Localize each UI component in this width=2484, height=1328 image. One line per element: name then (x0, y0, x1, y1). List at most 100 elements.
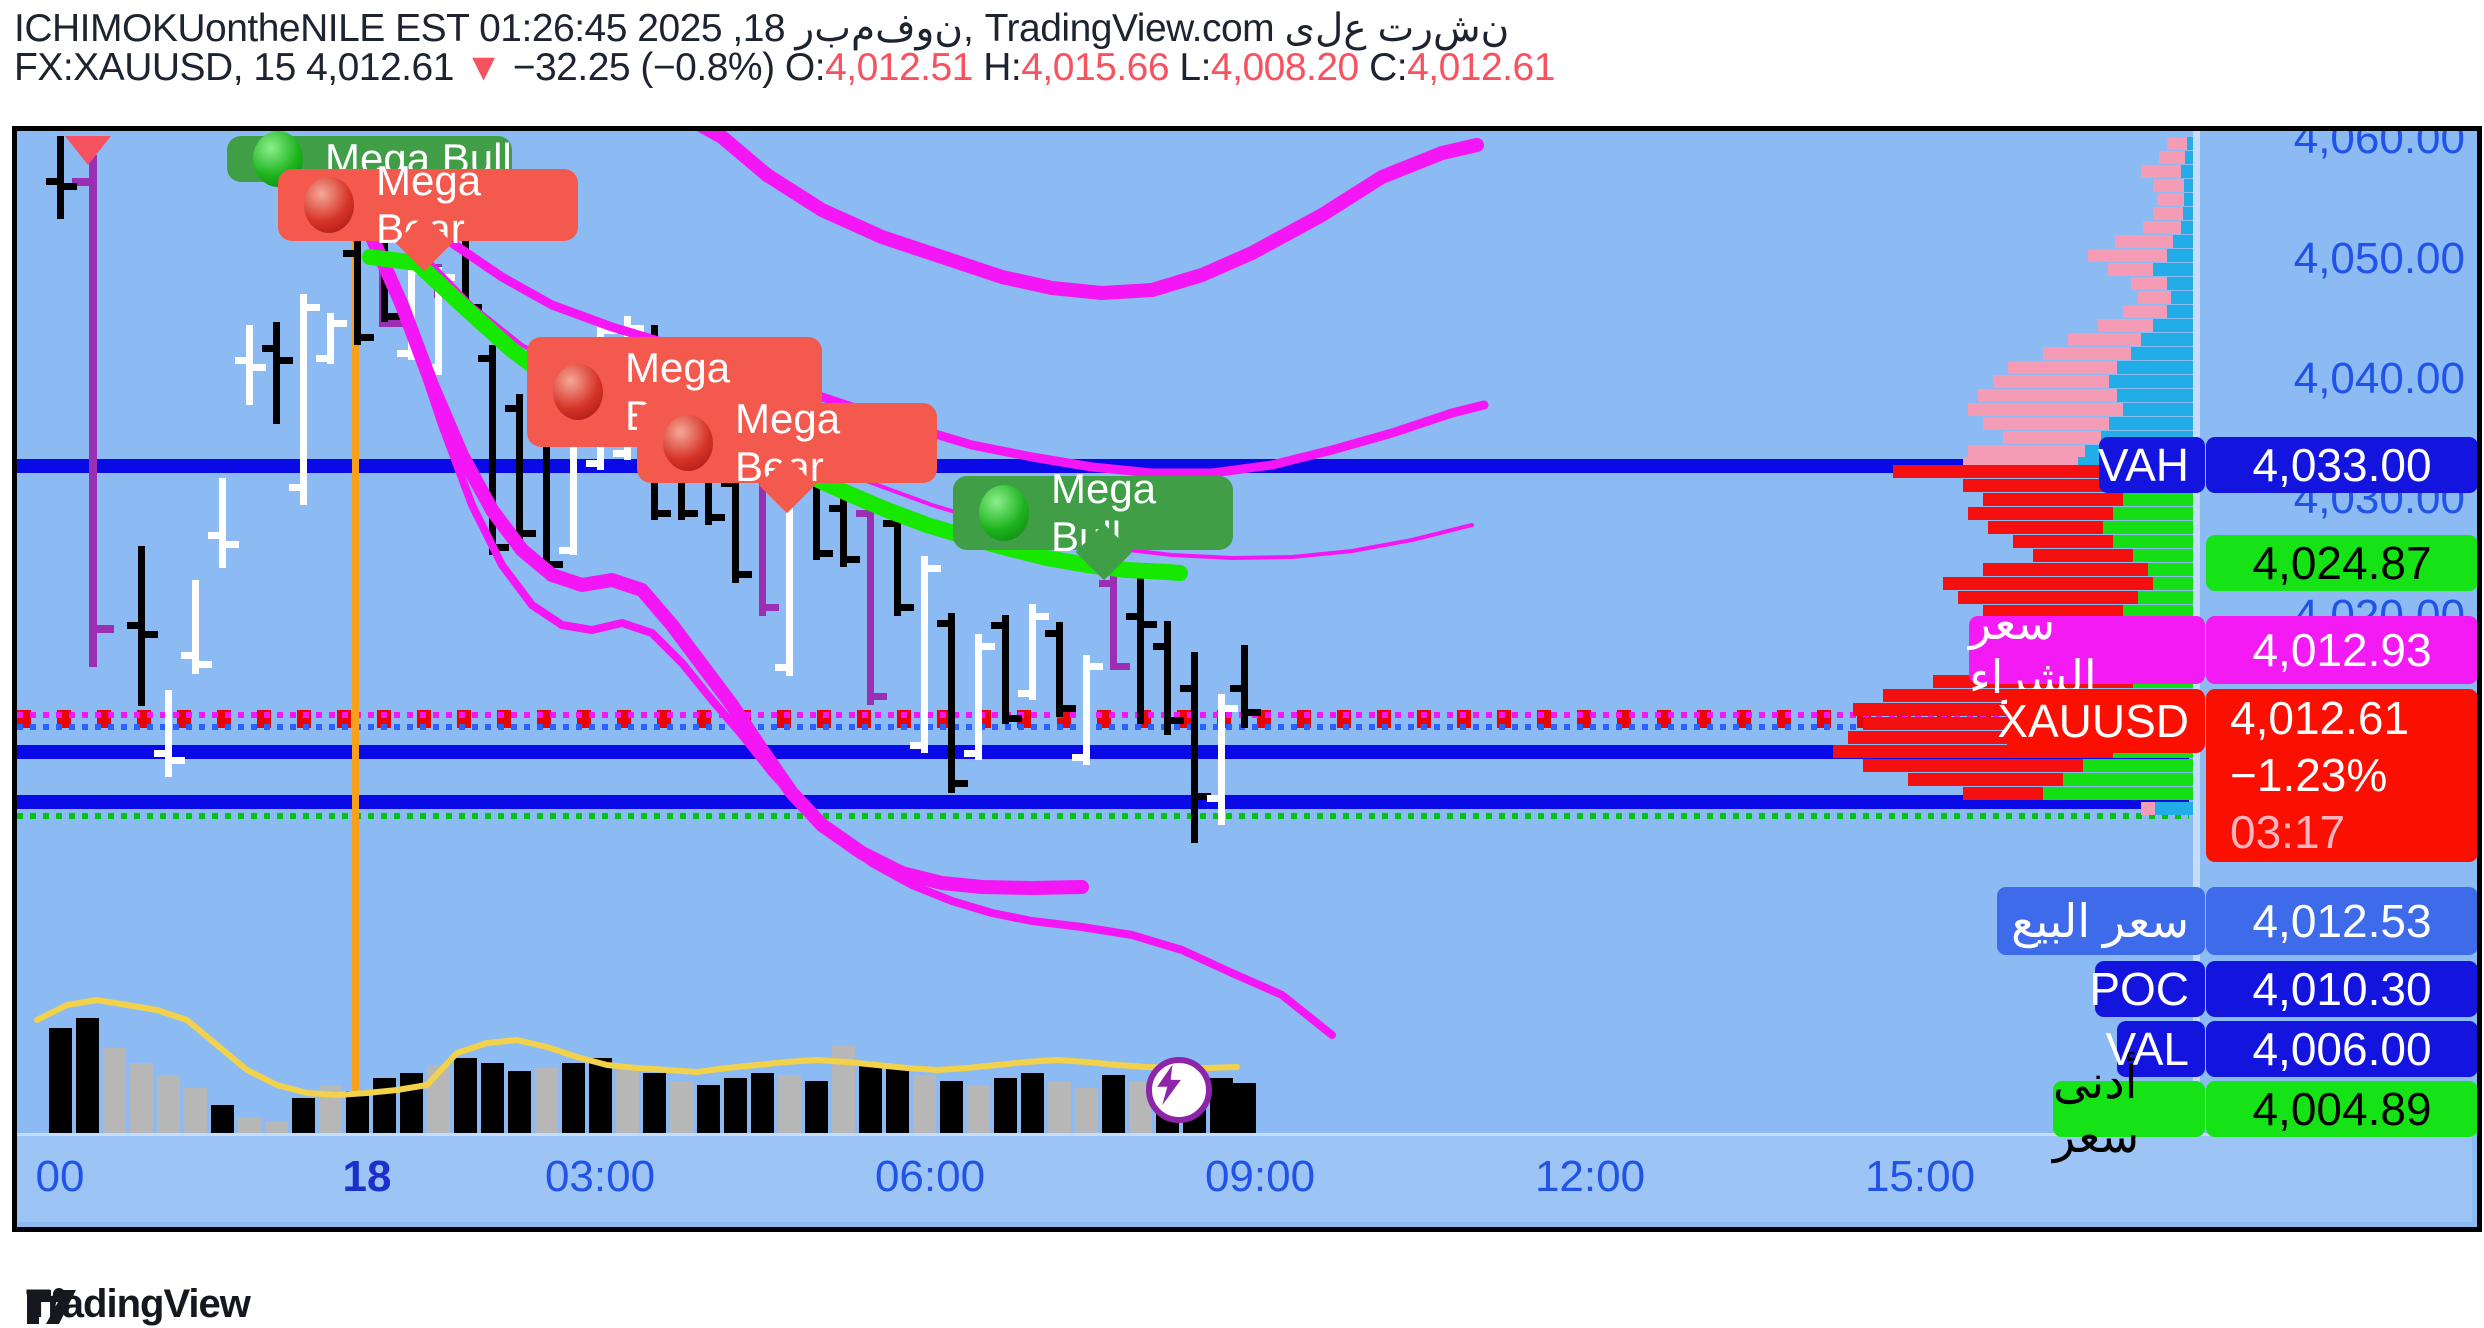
volume-bar (400, 1073, 423, 1133)
ohlc-bar (408, 260, 415, 360)
dotted-level-line[interactable] (17, 813, 2189, 819)
volume-profile-row (2123, 403, 2193, 416)
ohlc-close-tick (441, 274, 455, 281)
ohlc-bar (1191, 652, 1198, 843)
volume-bar (562, 1063, 585, 1133)
price-tag-label[interactable]: سعر الشراء (1969, 597, 2205, 703)
volume-profile-row (2143, 221, 2181, 234)
volume-bar (103, 1048, 126, 1133)
ohlc-close-tick (630, 325, 644, 332)
volume-profile-row (2083, 759, 2193, 772)
ohlc-open-tick (1207, 795, 1221, 802)
chart-title: ICHIMOKUontheNILE EST 01:26:45 2025 ,18 … (14, 7, 1510, 50)
volume-bar (805, 1081, 828, 1133)
high-value: 4,015.66 (1021, 46, 1170, 89)
volume-bar (940, 1081, 963, 1133)
ohlc-open-tick (991, 622, 1005, 629)
lightning-button[interactable] (1146, 1057, 1212, 1123)
price-axis-label: 4,040.00 (2293, 354, 2465, 403)
volume-bar (778, 1075, 801, 1133)
ohlc-bar (327, 313, 334, 364)
volume-profile-row (1968, 403, 2123, 416)
volume-profile-row (2008, 361, 2117, 374)
volume-bar (346, 1091, 369, 1133)
time-axis-strip[interactable]: 00 18 03:00 06:00 09:00 12:00 15:00 (17, 1133, 2472, 1222)
volume-profile-row (1983, 605, 2123, 618)
time-axis-label: 03:00 (544, 1152, 656, 1201)
time-axis-label: 15:00 (1864, 1152, 1976, 1201)
price-tag-value[interactable]: 4,012.93 (2206, 616, 2477, 684)
level-line[interactable] (17, 795, 2189, 809)
volume-profile-row (2123, 605, 2193, 618)
ohlc-bar (948, 613, 955, 793)
volume-profile-row (2133, 549, 2193, 562)
volume-profile-row (2103, 521, 2193, 534)
price-tag-label[interactable]: XAUUSD (1997, 689, 2205, 753)
ohlc-close-tick (1008, 715, 1022, 722)
volume-bar (1210, 1078, 1233, 1133)
price-tag-value[interactable]: 4,024.87 (2206, 535, 2477, 591)
volume-profile-row (2141, 165, 2181, 178)
ohlc-close-tick (360, 334, 374, 341)
volume-bar (832, 1045, 855, 1133)
ohlc-open-tick (1153, 643, 1167, 650)
ohlc-open-tick (829, 505, 843, 512)
down-arrow-icon: ▼ (464, 46, 503, 89)
ohlc-bar (543, 430, 550, 570)
price-tag-label[interactable]: VAH (2098, 437, 2205, 493)
time-axis-label: 06:00 (874, 1152, 986, 1201)
open-value: 4,012.51 (825, 46, 973, 89)
last-price-value: 4,012.61 (2230, 692, 2410, 744)
price-tag-value[interactable]: 4,033.00 (2206, 437, 2477, 493)
price-tag-value[interactable]: 4,004.89 (2206, 1081, 2477, 1137)
ohlc-open-tick (316, 355, 330, 362)
ohlc-open-tick (1126, 613, 1140, 620)
ohlc-close-tick (900, 604, 914, 611)
price-tag-label[interactable]: أدنى سعر (2053, 1056, 2205, 1162)
volume-profile-row (1988, 521, 2103, 534)
ohlc-open-tick (208, 532, 222, 539)
ohlc-open-tick (289, 484, 303, 491)
ohlc-open-tick (235, 357, 249, 364)
ohlc-bar (300, 294, 307, 505)
volume-bar (697, 1085, 720, 1133)
bar-countdown: 03:17 (2230, 806, 2346, 858)
volume-profile-row (1968, 507, 2113, 520)
ohlc-close-tick (1247, 709, 1261, 716)
volume-profile-row (2003, 431, 2101, 444)
price-tag-value[interactable]: 4,012.53 (2206, 887, 2477, 955)
volume-bar (1102, 1075, 1125, 1133)
volume-bar (616, 1065, 639, 1133)
volume-profile-row (2173, 235, 2193, 248)
price-tag-value[interactable]: 4,006.00 (2206, 1021, 2477, 1077)
ohlc-bar (219, 478, 226, 568)
ohlc-bar (867, 502, 874, 705)
volume-profile-row (2123, 305, 2167, 318)
vertical-line-foot (89, 625, 114, 633)
volume-bar (319, 1085, 342, 1133)
price-tag-label[interactable]: POC (2089, 961, 2205, 1017)
volume-profile-row (2167, 277, 2193, 290)
volume-bar (859, 1063, 882, 1133)
price-tag-label[interactable]: سعر البيع (1997, 887, 2205, 955)
ohlc-bar (1083, 655, 1090, 765)
time-axis-label: 18 (342, 1152, 392, 1201)
ohlc-close-tick (846, 556, 860, 563)
tradingview-logo[interactable]: TradingView (26, 1282, 251, 1327)
price-tag-value[interactable]: 4,010.30 (2206, 961, 2477, 1017)
ohlc-close-tick (468, 304, 482, 311)
open-label: O: (784, 46, 826, 89)
volume-bar (130, 1063, 153, 1133)
volume-profile-row (2123, 493, 2193, 506)
ohlc-close-tick (225, 541, 239, 548)
price-tag[interactable]: 4,012.61 −1.23% 03:17 (2206, 689, 2477, 862)
close-value: 4,012.61 (1407, 46, 1555, 89)
volume-profile-row (2043, 347, 2131, 360)
volume-profile-row (1983, 563, 2148, 576)
price-tag-label[interactable]: VAL (2105, 1021, 2205, 1077)
ohlc-close-tick (954, 780, 968, 787)
ohlc-open-tick (1045, 630, 1059, 637)
